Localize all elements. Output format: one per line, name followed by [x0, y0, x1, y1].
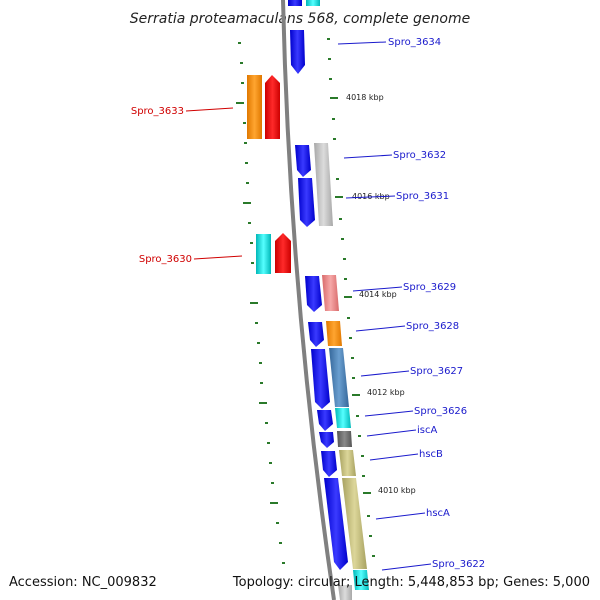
inner-lane-genes: [288, 0, 348, 570]
gene-label-spro-3622[interactable]: Spro_3622: [432, 559, 485, 570]
genome-backbone: [281, 0, 336, 600]
gene-feature-spro-3627-steel[interactable]: [329, 348, 349, 407]
kbp-label-4010: 4010 kbp: [378, 486, 416, 495]
right-leader-lines: [337, 41, 432, 571]
gene-label-hscB[interactable]: hscB: [419, 449, 443, 460]
gene-feature-spro-3628[interactable]: [308, 322, 324, 347]
gene-feature-spro-3629-pink[interactable]: [322, 275, 339, 311]
right-tick-marks: [327, 38, 375, 557]
gene-label-hscA[interactable]: hscA: [426, 508, 450, 519]
gene-feature-spro-3633-red[interactable]: [265, 75, 280, 139]
gene-feature-spro-3633-orange[interactable]: [247, 75, 262, 139]
gene-label-spro-3629[interactable]: Spro_3629: [403, 282, 456, 293]
gene-label-spro-3630[interactable]: Spro_3630: [139, 254, 192, 265]
kbp-label-4012: 4012 kbp: [367, 388, 405, 397]
accession-text: Accession: NC_009832: [9, 575, 157, 590]
gene-feature-spro-3631[interactable]: [298, 178, 315, 227]
gene-feature-hscA[interactable]: [324, 478, 348, 570]
kbp-label-4018: 4018 kbp: [346, 93, 384, 102]
gene-feature-hscB-khaki[interactable]: [339, 450, 356, 476]
kbp-label-4014: 4014 kbp: [359, 290, 397, 299]
gene-feature-spro-3632-gray[interactable]: [314, 143, 333, 226]
gene-label-iscA[interactable]: iscA: [417, 425, 437, 436]
gene-feature-spro-3628-orange[interactable]: [326, 321, 342, 346]
gene-label-spro-3628[interactable]: Spro_3628: [406, 321, 459, 332]
gene-label-spro-3631[interactable]: Spro_3631: [396, 191, 449, 202]
left-tick-marks: [236, 42, 285, 564]
gene-feature-spro-3626-cyan[interactable]: [335, 408, 351, 428]
gene-feature-top-cyan[interactable]: [306, 0, 320, 6]
gene-label-spro-3632[interactable]: Spro_3632: [393, 150, 446, 161]
gene-feature-hscA-khaki[interactable]: [342, 478, 367, 569]
gene-feature-spro-3622-cyan[interactable]: [353, 570, 369, 590]
gene-feature-bottom-gray[interactable]: [338, 585, 352, 600]
gene-feature-iscA[interactable]: [319, 432, 334, 448]
gene-feature-spro-3629[interactable]: [305, 276, 322, 312]
left-leader-lines: [185, 107, 243, 260]
gene-label-spro-3627[interactable]: Spro_3627: [410, 366, 463, 377]
gene-feature-spro-3630-cyan[interactable]: [256, 234, 271, 274]
outer-right-lane-genes: [314, 143, 369, 600]
gene-feature-hscB[interactable]: [321, 451, 337, 477]
gene-feature-iscA-dark[interactable]: [337, 431, 352, 447]
gene-label-spro-3634[interactable]: Spro_3634: [388, 37, 441, 48]
gene-label-spro-3633[interactable]: Spro_3633: [131, 106, 184, 117]
topology-text: Topology: circular; Length: 5,448,853 bp…: [232, 575, 590, 590]
gene-feature-spro-3630-red[interactable]: [275, 233, 291, 273]
gene-feature-top-partial[interactable]: [288, 0, 302, 6]
gene-feature-spro-3627[interactable]: [311, 349, 330, 409]
outer-left-lane-genes: [247, 75, 291, 274]
gene-feature-spro-3634[interactable]: [290, 30, 305, 74]
gene-label-spro-3626[interactable]: Spro_3626: [414, 406, 467, 417]
map-title: Serratia proteamaculans 568, complete ge…: [130, 11, 470, 27]
gene-feature-spro-3632a[interactable]: [295, 145, 311, 177]
gene-feature-spro-3626[interactable]: [317, 410, 333, 431]
